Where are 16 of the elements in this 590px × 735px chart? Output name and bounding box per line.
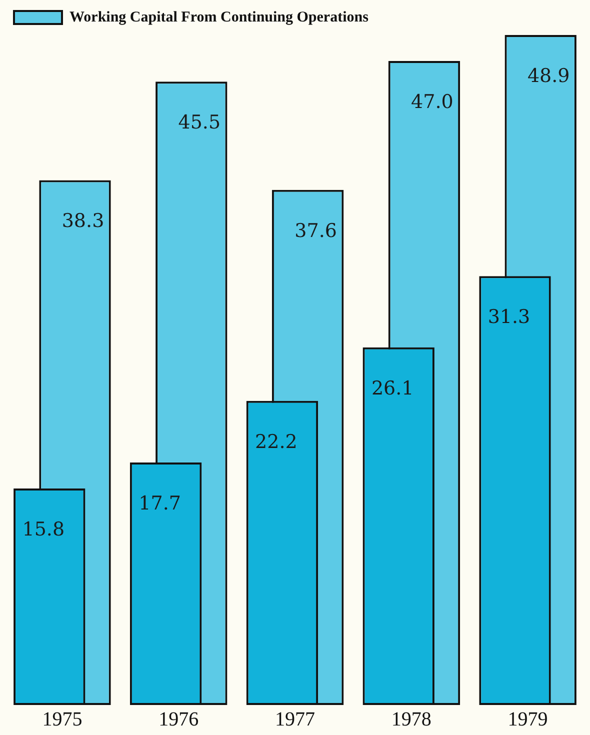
legend-label: Working Capital From Continuing Operations xyxy=(70,9,369,26)
data-label: 15.8 xyxy=(22,518,65,540)
data-label: 26.1 xyxy=(371,377,414,400)
x-tick-label: 1979 xyxy=(508,708,548,730)
data-label: 37.6 xyxy=(294,220,337,242)
data-label: 17.7 xyxy=(138,492,181,514)
x-tick-label: 1978 xyxy=(391,708,432,730)
x-tick-label: 1977 xyxy=(275,708,315,730)
data-label: 48.9 xyxy=(527,64,570,87)
x-tick-label: 1976 xyxy=(158,708,199,730)
x-tick-label: 1975 xyxy=(42,708,82,730)
data-label: 47.0 xyxy=(411,90,454,113)
data-label: 31.3 xyxy=(488,306,530,328)
data-label: 22.2 xyxy=(255,430,298,453)
data-label: 38.3 xyxy=(62,210,104,232)
data-label: 45.5 xyxy=(178,112,221,134)
